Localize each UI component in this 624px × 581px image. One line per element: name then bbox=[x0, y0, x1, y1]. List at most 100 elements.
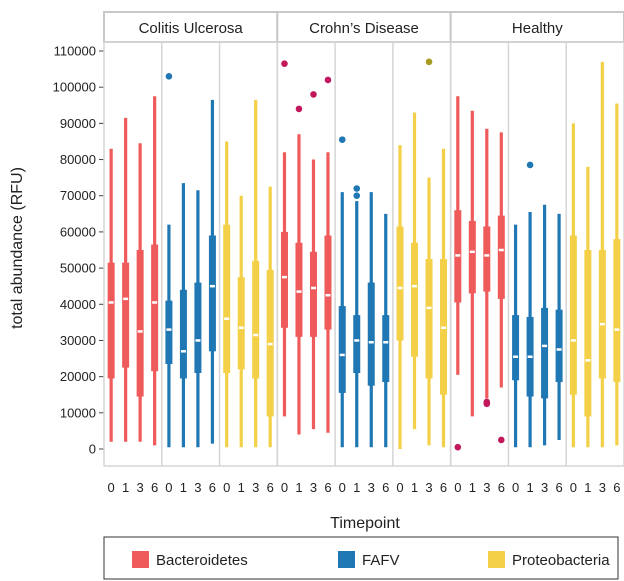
y-tick-label: 110000 bbox=[54, 44, 96, 59]
x-tick-label: 6 bbox=[209, 480, 216, 495]
outlier-point bbox=[310, 91, 317, 98]
box bbox=[309, 251, 317, 337]
x-tick-label: 6 bbox=[498, 480, 505, 495]
x-tick-label: 1 bbox=[411, 480, 418, 495]
x-tick-label: 3 bbox=[252, 480, 259, 495]
box bbox=[613, 239, 621, 383]
outlier-point bbox=[338, 136, 346, 143]
y-tick-label: 70000 bbox=[60, 188, 96, 203]
x-tick-label: 0 bbox=[165, 480, 172, 495]
box bbox=[252, 260, 260, 379]
box bbox=[223, 224, 231, 374]
x-tick-label: 1 bbox=[353, 480, 360, 495]
legend-swatch bbox=[132, 551, 149, 568]
y-tick-label: 30000 bbox=[60, 333, 96, 348]
y-axis-title: total abundance (RFU) bbox=[9, 167, 26, 329]
x-tick-label: 0 bbox=[339, 480, 346, 495]
x-tick-label: 0 bbox=[281, 480, 288, 495]
outlier-point bbox=[353, 192, 361, 200]
x-tick-label: 1 bbox=[180, 480, 187, 495]
x-tick-label: 3 bbox=[368, 480, 375, 495]
legend-swatch bbox=[338, 551, 355, 568]
outlier-point bbox=[281, 60, 288, 67]
x-tick-label: 0 bbox=[570, 480, 577, 495]
box bbox=[295, 242, 303, 337]
x-tick-label: 3 bbox=[194, 480, 201, 495]
box bbox=[324, 235, 332, 330]
y-tick-label: 40000 bbox=[60, 297, 96, 312]
box bbox=[107, 262, 115, 379]
outlier-point bbox=[454, 443, 462, 451]
x-tick-label: 3 bbox=[310, 480, 317, 495]
facet-label: Colitis Ulcerosa bbox=[139, 20, 244, 37]
x-tick-label: 3 bbox=[137, 480, 144, 495]
x-tick-label: 0 bbox=[108, 480, 115, 495]
facet-label: Healthy bbox=[512, 20, 563, 37]
x-tick-label: 6 bbox=[555, 480, 562, 495]
y-tick-label: 20000 bbox=[60, 369, 96, 384]
legend-frame bbox=[103, 536, 619, 580]
box bbox=[425, 259, 433, 379]
box bbox=[280, 231, 288, 328]
outlier-point bbox=[483, 400, 491, 408]
y-tick-label: 10000 bbox=[60, 405, 96, 420]
outlier-point bbox=[498, 436, 505, 444]
x-tick-label: 0 bbox=[512, 480, 519, 495]
box bbox=[136, 250, 144, 397]
x-tick-label: 3 bbox=[483, 480, 490, 495]
box bbox=[497, 215, 505, 299]
box bbox=[179, 289, 187, 379]
x-tick-label: 6 bbox=[324, 480, 331, 495]
y-tick-label: 100000 bbox=[53, 80, 96, 95]
y-tick-label: 90000 bbox=[60, 116, 96, 131]
legend-label: Proteobacteria bbox=[512, 552, 610, 569]
box bbox=[194, 282, 202, 374]
facet-panel bbox=[103, 41, 279, 467]
facet-label: Crohn’s Disease bbox=[309, 20, 419, 37]
box bbox=[555, 309, 563, 383]
x-tick-label: 6 bbox=[382, 480, 389, 495]
x-tick-label: 6 bbox=[440, 480, 447, 495]
box bbox=[237, 277, 245, 370]
outlier-point bbox=[324, 76, 332, 84]
facet-strip bbox=[103, 11, 279, 43]
outlier-point bbox=[165, 73, 173, 80]
box bbox=[541, 307, 549, 399]
box bbox=[584, 250, 592, 417]
box bbox=[569, 235, 577, 395]
box bbox=[411, 242, 419, 357]
x-tick-label: 1 bbox=[469, 480, 476, 495]
x-axis-title: Timepoint bbox=[330, 515, 400, 532]
box bbox=[382, 315, 390, 383]
x-tick-label: 0 bbox=[396, 480, 403, 495]
legend: Bacteroidetes FAFV Proteobacteria bbox=[103, 536, 619, 580]
box bbox=[512, 315, 520, 381]
facet-panel bbox=[276, 41, 452, 467]
facet-panel bbox=[449, 41, 624, 467]
y-tick-label: 80000 bbox=[60, 152, 96, 167]
outlier-point bbox=[295, 105, 303, 113]
box bbox=[338, 306, 346, 393]
x-tick-label: 1 bbox=[238, 480, 245, 495]
y-tick-label: 50000 bbox=[60, 261, 96, 276]
x-tick-label: 0 bbox=[223, 480, 230, 495]
box bbox=[208, 235, 216, 352]
legend-label: Bacteroidetes bbox=[156, 552, 248, 569]
box bbox=[151, 244, 159, 372]
x-tick-label: 1 bbox=[295, 480, 302, 495]
x-tick-label: 3 bbox=[425, 480, 432, 495]
legend-swatch bbox=[488, 551, 505, 568]
x-tick-label: 0 bbox=[454, 480, 461, 495]
y-tick-label: 0 bbox=[89, 442, 96, 457]
box bbox=[122, 262, 130, 368]
x-tick-label: 6 bbox=[151, 480, 158, 495]
box bbox=[483, 226, 491, 292]
outlier-point bbox=[425, 58, 433, 66]
x-tick-label: 1 bbox=[122, 480, 129, 495]
x-tick-label: 1 bbox=[584, 480, 591, 495]
box bbox=[598, 250, 606, 379]
x-tick-label: 3 bbox=[599, 480, 606, 495]
box bbox=[396, 226, 404, 341]
box bbox=[367, 282, 375, 386]
